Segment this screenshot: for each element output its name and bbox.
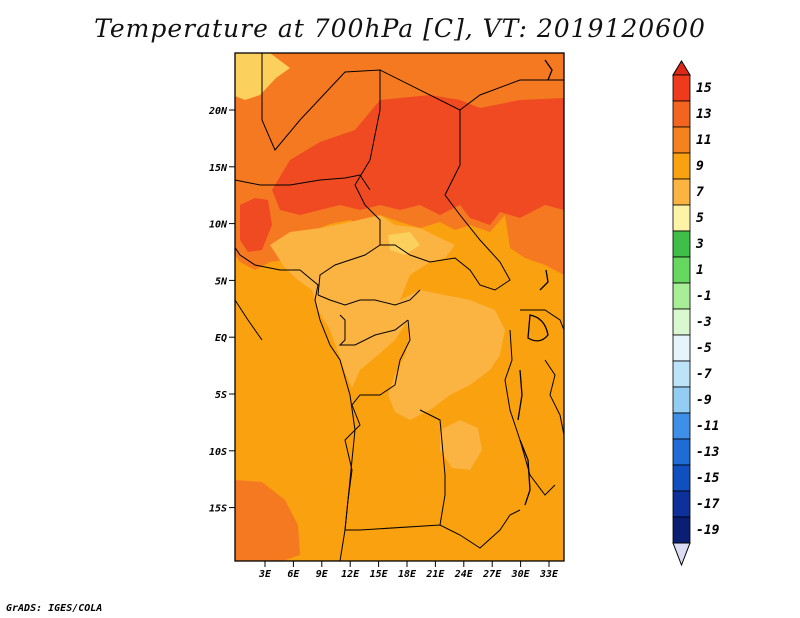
lat-tick-label: 10S [209, 447, 227, 458]
map-frame [234, 52, 565, 562]
colorbar-swatch [672, 438, 691, 466]
lon-tick-label: 3E [258, 569, 272, 580]
lon-tick-label: 33E [539, 569, 559, 580]
colorbar-label: -5 [696, 341, 712, 356]
field-7-9-congo [388, 290, 505, 420]
field-7-9-central [270, 215, 455, 388]
colorbar-label: 11 [696, 133, 712, 148]
field-11-13-southwest [235, 480, 300, 561]
lon-tick-label: 18E [398, 569, 417, 580]
lat-tick-label: 5N [215, 276, 228, 287]
colorbar-swatch [672, 334, 691, 362]
colorbar-swatch [672, 126, 691, 154]
lat-tick-label: EQ [215, 333, 227, 344]
colorbar-label: -1 [696, 289, 712, 304]
colorbar-under-triangle [672, 542, 691, 567]
colorbar-label: -7 [696, 367, 712, 382]
lat-tick-label: 5S [215, 390, 227, 401]
lon-tick-label: 24E [454, 569, 474, 580]
colorbar-swatch [672, 74, 691, 102]
colorbar-swatch [672, 152, 691, 180]
colorbar-swatch [672, 490, 691, 518]
lon-tick-label: 6E [287, 569, 300, 580]
colorbar-label: -19 [696, 523, 720, 538]
lon-tick-label: 12E [341, 569, 360, 580]
lon-tick-label: 27E [482, 569, 502, 580]
colorbar-label: 7 [696, 185, 704, 200]
colorbar-label: 3 [695, 237, 704, 252]
field-13-15-west [240, 198, 272, 252]
lon-tick-label: 9E [316, 569, 329, 580]
colorbar: 15 13 11 9 7 5 3 1 -1 -3 -5 -7 -9 -11 -13 -15 -17 -19 [672, 60, 720, 567]
colorbar-label: -13 [696, 445, 720, 460]
colorbar-label: -11 [696, 419, 719, 434]
latitude-axis: 20N 15N 10N 5N EQ 5S 10S 15S [208, 106, 235, 515]
longitude-axis: 3E 6E 9E 12E 15E 18E 21E 24E 27E 30E 33E [258, 561, 559, 580]
field-5-7-west [388, 232, 420, 255]
lat-tick-label: 15N [209, 163, 228, 174]
lakes [517, 59, 553, 506]
colorbar-label: -17 [696, 497, 720, 512]
field-7-9-south [440, 420, 482, 470]
grads-credit: GrADS: IGES/COLA [6, 603, 103, 614]
colorbar-swatch [672, 464, 691, 492]
colorbar-swatch [672, 282, 691, 310]
colorbar-swatch [672, 516, 691, 544]
colorbar-over-triangle [672, 60, 691, 76]
colorbar-swatch [672, 412, 691, 440]
lon-tick-label: 30E [511, 569, 531, 580]
lat-tick-label: 10N [209, 220, 228, 231]
map-title: Temperature at 700hPa [C], VT: 201912060… [94, 14, 706, 43]
colorbar-label: 9 [696, 159, 704, 174]
colorbar-swatch [672, 230, 691, 258]
colorbar-label: -3 [696, 315, 712, 330]
lat-tick-label: 20N [208, 106, 228, 117]
lon-tick-label: 21E [425, 569, 445, 580]
lat-tick-label: 15S [209, 504, 227, 515]
colorbar-swatch [672, 308, 691, 336]
colorbar-swatch [672, 100, 691, 128]
colorbar-label: 5 [696, 211, 704, 226]
colorbar-swatch [672, 256, 691, 284]
field-11-13-east [505, 215, 564, 275]
lon-tick-label: 15E [370, 569, 389, 580]
colorbar-swatch [672, 360, 691, 388]
colorbar-swatch [672, 178, 691, 206]
colorbar-label: -9 [696, 393, 712, 408]
colorbar-swatch [672, 386, 691, 414]
colorbar-label: 13 [696, 107, 712, 122]
colorbar-label: 1 [696, 263, 704, 278]
country-borders [235, 53, 564, 561]
colorbar-swatch [672, 204, 691, 232]
map-panel [235, 53, 564, 561]
field-13-15-sahel [272, 95, 564, 225]
colorbar-label: -15 [696, 471, 720, 486]
colorbar-label: 15 [696, 81, 712, 96]
